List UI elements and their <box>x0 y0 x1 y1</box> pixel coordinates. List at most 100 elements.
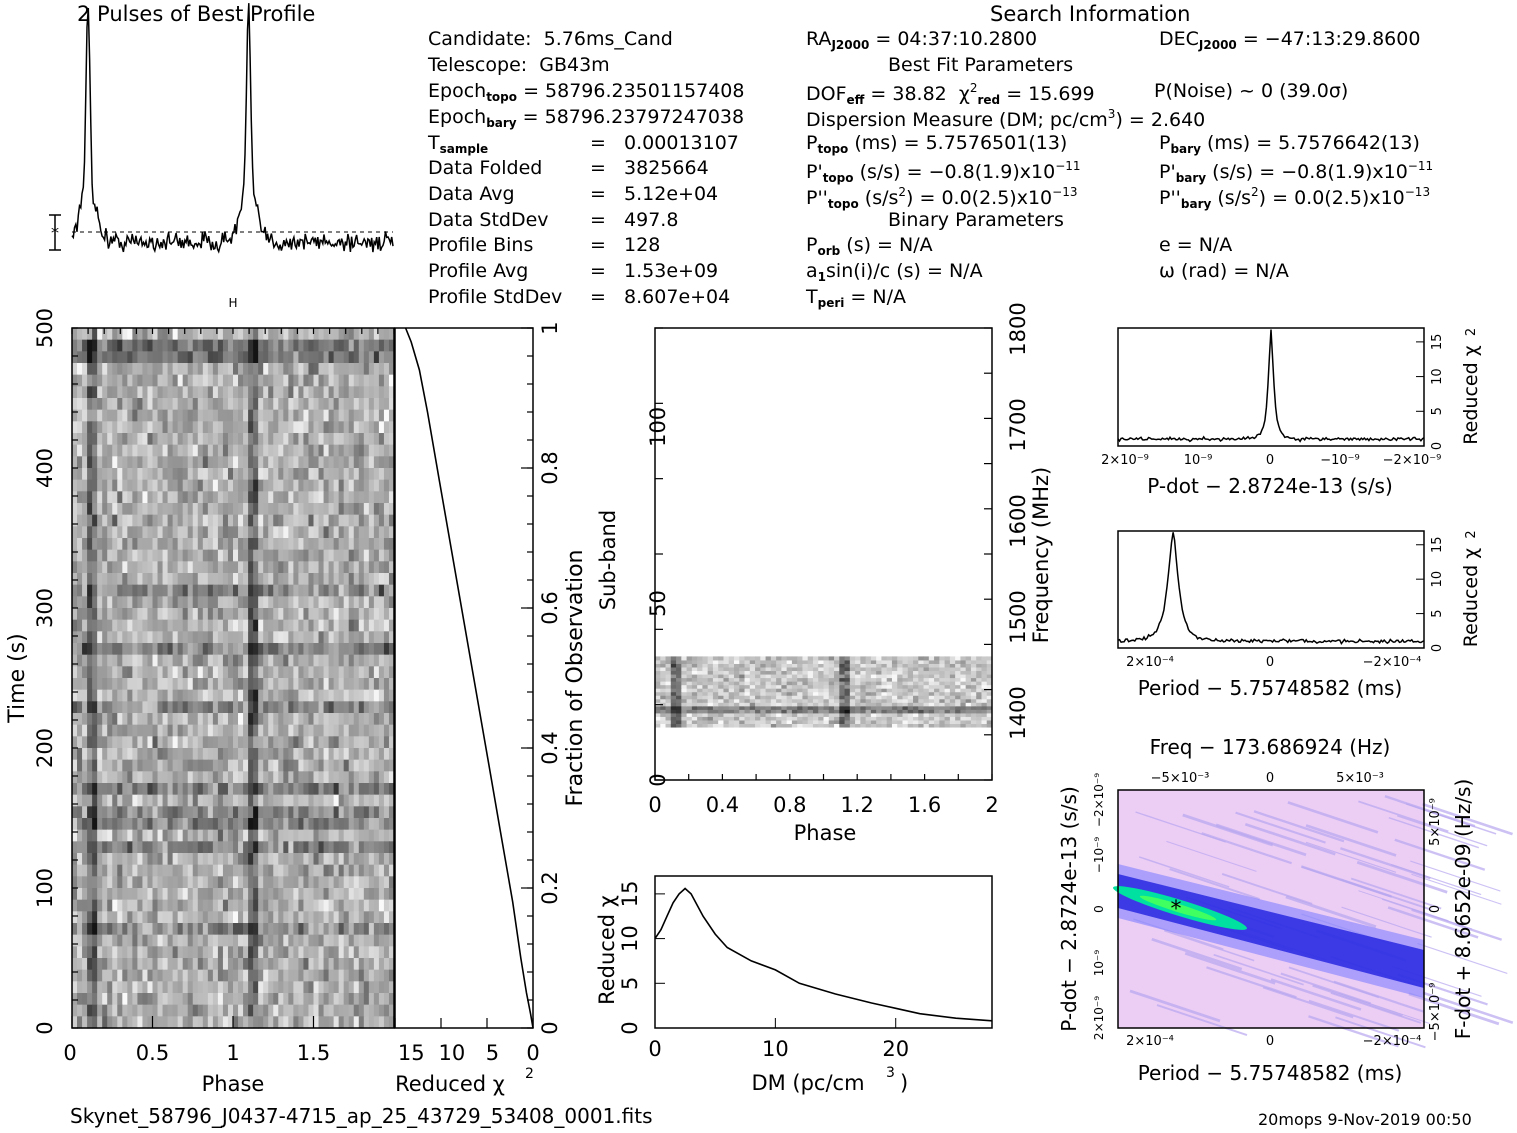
heat-cell <box>744 723 751 728</box>
heat-cell <box>253 654 259 667</box>
heat-cell <box>278 981 284 994</box>
heat-cell <box>368 829 375 842</box>
heat-cell <box>248 456 254 469</box>
heat-cell <box>152 934 159 947</box>
heat-cell <box>283 969 289 982</box>
heat-cell <box>348 549 355 562</box>
heat-cell <box>273 491 279 504</box>
heat-cell <box>781 681 788 686</box>
heat-cell <box>338 631 345 644</box>
heat-cell <box>268 654 274 667</box>
heat-cell <box>238 946 244 959</box>
heat-cell <box>273 748 279 761</box>
heat-cell <box>238 829 244 842</box>
heat-cell <box>248 748 254 761</box>
heat-cell <box>132 421 139 434</box>
heat-cell <box>293 911 300 924</box>
heat-cell <box>162 864 169 877</box>
heat-cell <box>323 899 330 912</box>
heat-cell <box>233 328 239 341</box>
heat-cell <box>670 705 677 710</box>
heat-cell <box>212 783 219 796</box>
heat-cell <box>77 666 83 679</box>
heat-cell <box>102 456 108 469</box>
heat-cell <box>333 398 340 411</box>
heat-cell <box>147 748 154 761</box>
heat-cell <box>388 678 395 691</box>
heat-cell <box>253 561 259 574</box>
heat-cell <box>97 514 103 527</box>
heat-cell <box>323 771 330 784</box>
heat-cell <box>222 748 229 761</box>
heat-cell <box>127 363 133 376</box>
heat-cell <box>268 829 274 842</box>
heat-cell <box>378 993 385 1006</box>
heat-cell <box>92 374 98 387</box>
heat-cell <box>681 709 688 714</box>
heat-cell <box>934 723 940 728</box>
heat-cell <box>112 549 118 562</box>
heat-cell <box>147 491 154 504</box>
heat-cell <box>268 561 274 574</box>
heat-cell <box>227 409 234 422</box>
heat-cell <box>278 456 284 469</box>
heat-cell <box>182 514 189 527</box>
heat-cell <box>373 748 380 761</box>
heat-cell <box>303 351 310 364</box>
heat-cell <box>955 688 961 693</box>
heat-cell <box>388 608 395 621</box>
heat-cell <box>197 713 204 726</box>
heat-cell <box>770 702 777 707</box>
heat-cell <box>192 853 199 866</box>
heat-cell <box>207 503 214 516</box>
heat-cell <box>333 876 340 889</box>
heat-cell <box>707 677 714 682</box>
heat-cell <box>157 526 164 539</box>
heat-cell <box>142 783 149 796</box>
heat-cell <box>923 723 930 728</box>
heat-cell <box>388 386 395 399</box>
heat-cell <box>182 351 189 364</box>
heat-cell <box>812 681 819 686</box>
heat-cell <box>323 444 330 457</box>
heat-cell <box>187 631 194 644</box>
heat-cell <box>333 631 340 644</box>
heat-cell <box>298 421 305 434</box>
heat-cell <box>702 719 709 724</box>
heat-cell <box>167 771 174 784</box>
heat-cell <box>303 1004 310 1017</box>
heat-cell <box>373 643 380 656</box>
heat-cell <box>142 456 149 469</box>
heat-cell <box>117 444 123 457</box>
heat-cell <box>177 713 184 726</box>
heat-cell <box>707 674 714 679</box>
heat-cell <box>152 561 159 574</box>
heat-cell <box>217 468 224 481</box>
heat-cell <box>117 783 123 796</box>
heat-cell <box>248 771 254 784</box>
heat-cell <box>162 818 169 831</box>
heat-cell <box>197 386 204 399</box>
heat-cell <box>313 911 320 924</box>
heat-cell <box>913 705 919 710</box>
heat-cell <box>373 479 380 492</box>
heat-cell <box>318 328 325 341</box>
heat-cell <box>112 654 118 667</box>
heat-cell <box>373 806 380 819</box>
heat-cell <box>162 806 169 819</box>
heat-cell <box>253 724 259 737</box>
heat-cell <box>258 386 264 399</box>
heat-cell <box>881 705 888 710</box>
heat-cell <box>162 573 169 586</box>
info-asini: a1sin(i)/c (s) = N/A <box>806 260 983 284</box>
heat-cell <box>167 923 174 936</box>
heat-cell <box>127 398 133 411</box>
heat-cell <box>293 969 300 982</box>
heat-cell <box>92 806 98 819</box>
heat-cell <box>127 479 133 492</box>
heat-cell <box>383 538 390 551</box>
heat-cell <box>77 351 83 364</box>
heat-cell <box>222 829 229 842</box>
heat-cell <box>318 619 325 632</box>
heat-cell <box>388 818 395 831</box>
